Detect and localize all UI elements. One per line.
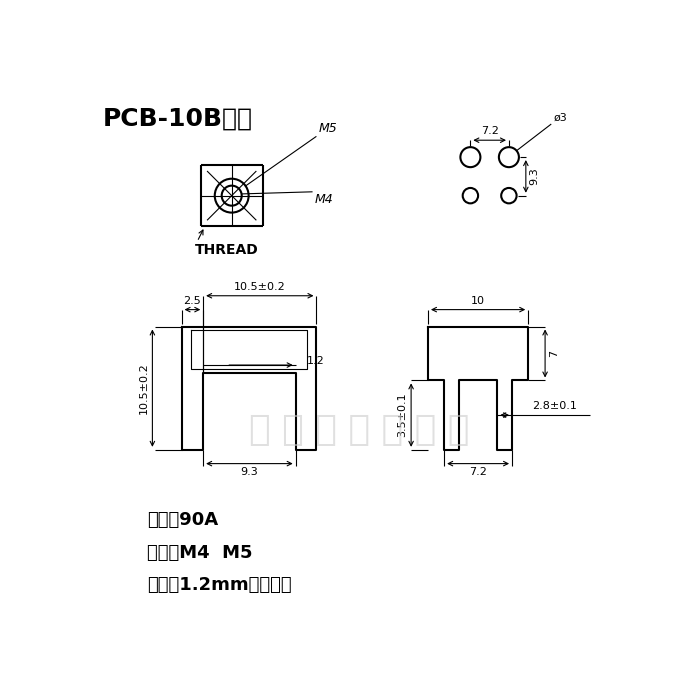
Text: 7.2: 7.2 [469, 468, 487, 477]
Text: 鑫 硕 电 子 五 金 厂: 鑫 硕 电 子 五 金 厂 [248, 414, 469, 447]
Text: 孔位：M4  M5: 孔位：M4 M5 [147, 544, 253, 561]
Text: THREAD: THREAD [195, 244, 258, 258]
Text: M4: M4 [315, 193, 334, 206]
Text: 10.5±0.2: 10.5±0.2 [139, 363, 148, 414]
Text: M5: M5 [318, 122, 337, 135]
Text: PCB-10B端子: PCB-10B端子 [103, 107, 253, 131]
Text: 电流：90A: 电流：90A [147, 511, 218, 529]
Text: 9.3: 9.3 [241, 468, 258, 477]
Text: 材质：1.2mm黄铜镀锡: 材质：1.2mm黄铜镀锡 [147, 576, 292, 594]
Text: 2.5: 2.5 [183, 296, 202, 306]
Text: 7: 7 [549, 350, 559, 357]
Text: 9.3: 9.3 [530, 167, 540, 186]
Text: 2.8±0.1: 2.8±0.1 [532, 401, 577, 412]
Text: 1.2: 1.2 [307, 356, 325, 366]
Text: 3.5±0.1: 3.5±0.1 [398, 393, 407, 438]
Text: 7.2: 7.2 [481, 127, 498, 136]
Text: 10.5±0.2: 10.5±0.2 [234, 282, 286, 292]
Text: ø3: ø3 [554, 113, 567, 122]
Text: 10: 10 [471, 296, 485, 306]
